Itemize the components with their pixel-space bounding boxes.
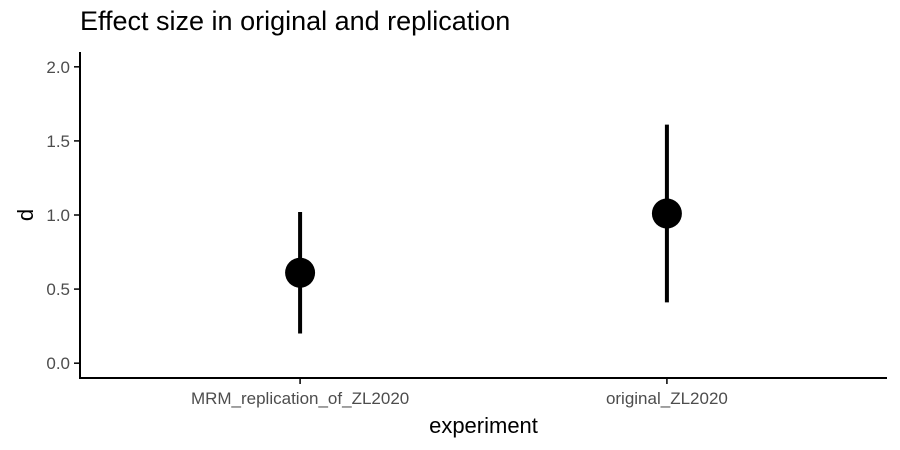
x-axis-title: experiment — [429, 413, 538, 438]
y-tick-label: 1.5 — [46, 132, 70, 151]
data-point — [651, 198, 682, 229]
x-tick-label: original_ZL2020 — [606, 389, 728, 408]
data-point — [285, 257, 316, 288]
chart-title: Effect size in original and replication — [80, 6, 511, 36]
y-tick-label: 0.0 — [46, 354, 70, 373]
x-tick-label: MRM_replication_of_ZL2020 — [191, 389, 409, 408]
y-tick-label: 0.5 — [46, 280, 70, 299]
y-tick-label: 2.0 — [46, 58, 70, 77]
y-axis-title: d — [13, 209, 38, 221]
y-tick-label: 1.0 — [46, 206, 70, 225]
